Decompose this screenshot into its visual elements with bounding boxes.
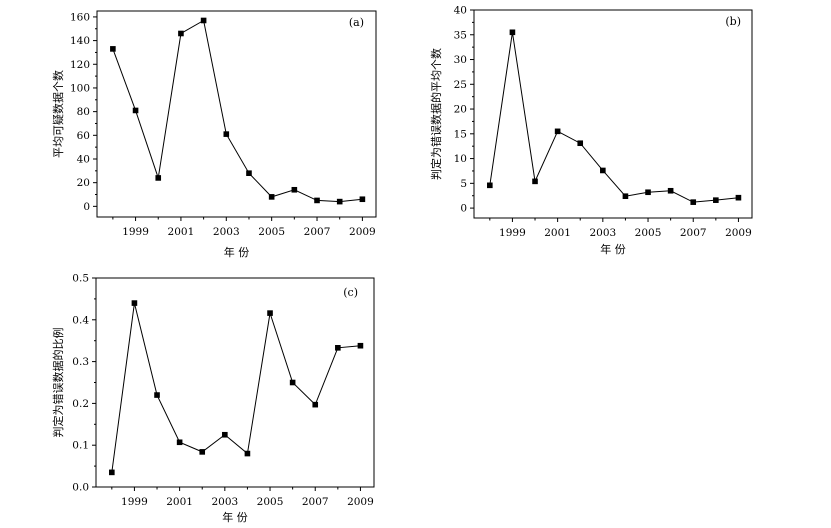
y-tick-label: 80 [77, 106, 90, 118]
x-tick-label: 1999 [499, 227, 526, 239]
y-tick-label: 100 [70, 82, 90, 94]
chart-panel-b: 0 5 10 15 20 25 30 35 40 1999 2001 2003 2005 2007 2009… [429, 5, 753, 256]
data-point [487, 182, 493, 189]
y-tick-label: 140 [70, 35, 90, 47]
data-point [336, 198, 343, 205]
y-tick-label: 5 [460, 178, 467, 190]
x-tick-label: 2001 [544, 227, 571, 239]
x-axis-title: 年 份 [222, 510, 248, 524]
data-point [178, 30, 184, 37]
x-tick-label: 2003 [589, 227, 616, 239]
data-point [131, 300, 138, 306]
plot-frame [473, 9, 753, 219]
data-point [713, 197, 719, 203]
y-tick-label: 120 [70, 59, 90, 71]
x-tick-label: 2005 [635, 227, 662, 239]
data-point [289, 379, 296, 386]
x-tick-label: 2001 [166, 496, 193, 508]
y-tick-label: 10 [454, 153, 467, 165]
plot-frame [96, 10, 377, 218]
data-point [222, 431, 228, 438]
chart-panel-a: 0 20 40 60 80 100 120 140 160 1999 2001 2003 2005 200… [51, 10, 377, 259]
x-tick-label: 2007 [680, 227, 707, 239]
x-tick-label: 1999 [122, 226, 149, 238]
data-point [667, 187, 674, 194]
data-point [155, 175, 162, 181]
y-axis-title: 判定为错误数据的比例 [51, 328, 65, 438]
y-tick-label: 35 [454, 29, 467, 41]
data-point [690, 199, 697, 205]
chart-panel-c: 0.0 0.1 0.2 0.3 0.4 0.5 1999 2001 2003 2005 2007 20… [51, 273, 375, 524]
y-tick-label: 25 [454, 79, 467, 91]
y-tick-label: 0.1 [72, 440, 89, 452]
panel-label: (c) [343, 286, 358, 299]
y-tick-label: 20 [454, 104, 467, 116]
y-tick-label: 0 [83, 201, 90, 213]
x-tick-label: 2003 [211, 496, 238, 508]
data-point [600, 167, 606, 174]
x-tick-label: 2007 [304, 226, 331, 238]
y-tick-label: 0.2 [72, 398, 89, 410]
x-tick-label: 2009 [349, 226, 376, 238]
data-point [176, 439, 183, 446]
x-tick-label: 2009 [347, 496, 374, 508]
data-point [509, 29, 516, 36]
data-point [532, 178, 538, 185]
x-axis-title: 年 份 [600, 242, 626, 256]
x-tick-label: 2003 [213, 226, 240, 238]
data-point [359, 196, 366, 203]
y-tick-label: 15 [454, 128, 467, 140]
data-point [267, 310, 273, 316]
data-point [199, 449, 206, 455]
data-point [314, 197, 320, 204]
data-point [577, 140, 584, 147]
data-point [268, 194, 275, 200]
y-tick-label: 30 [454, 54, 467, 66]
panel-label: (b) [725, 15, 741, 28]
data-point [200, 17, 207, 24]
y-axis-title: 平均可疑数据个数 [51, 70, 65, 158]
series-line [112, 19, 363, 203]
data-point [735, 194, 742, 201]
data-point [357, 342, 364, 349]
series-line [111, 302, 361, 473]
plot-frame [95, 277, 375, 488]
data-point [132, 107, 139, 114]
y-tick-label: 0 [460, 203, 467, 215]
data-point [312, 401, 319, 408]
data-point [622, 193, 629, 200]
x-tick-label: 2001 [168, 226, 195, 238]
x-tick-label: 2009 [725, 227, 752, 239]
y-tick-label: 0.0 [72, 482, 89, 494]
panel-label: (a) [349, 16, 364, 29]
data-point [244, 450, 251, 457]
y-tick-label: 40 [77, 153, 90, 165]
series-line [489, 32, 739, 203]
data-point [335, 345, 341, 351]
y-tick-label: 20 [77, 177, 90, 189]
x-tick-label: 1999 [121, 496, 148, 508]
y-tick-label: 160 [70, 11, 90, 23]
data-point [109, 469, 115, 476]
data-point [223, 131, 230, 137]
data-point [291, 186, 298, 193]
x-tick-label: 2005 [257, 496, 284, 508]
y-tick-label: 0.4 [72, 314, 89, 326]
x-tick-label: 2005 [258, 226, 285, 238]
y-axis-title: 判定为错误数据的平均个数 [429, 48, 443, 180]
y-tick-label: 0.5 [72, 273, 89, 285]
data-point [110, 46, 116, 52]
x-tick-label: 2007 [302, 496, 329, 508]
data-point [154, 392, 160, 398]
data-point [246, 170, 252, 176]
y-tick-label: 0.3 [72, 356, 89, 368]
data-point [645, 189, 651, 196]
y-tick-label: 60 [77, 130, 90, 142]
data-point [554, 128, 561, 135]
y-tick-label: 40 [454, 5, 467, 17]
x-axis-title: 年 份 [224, 245, 250, 259]
